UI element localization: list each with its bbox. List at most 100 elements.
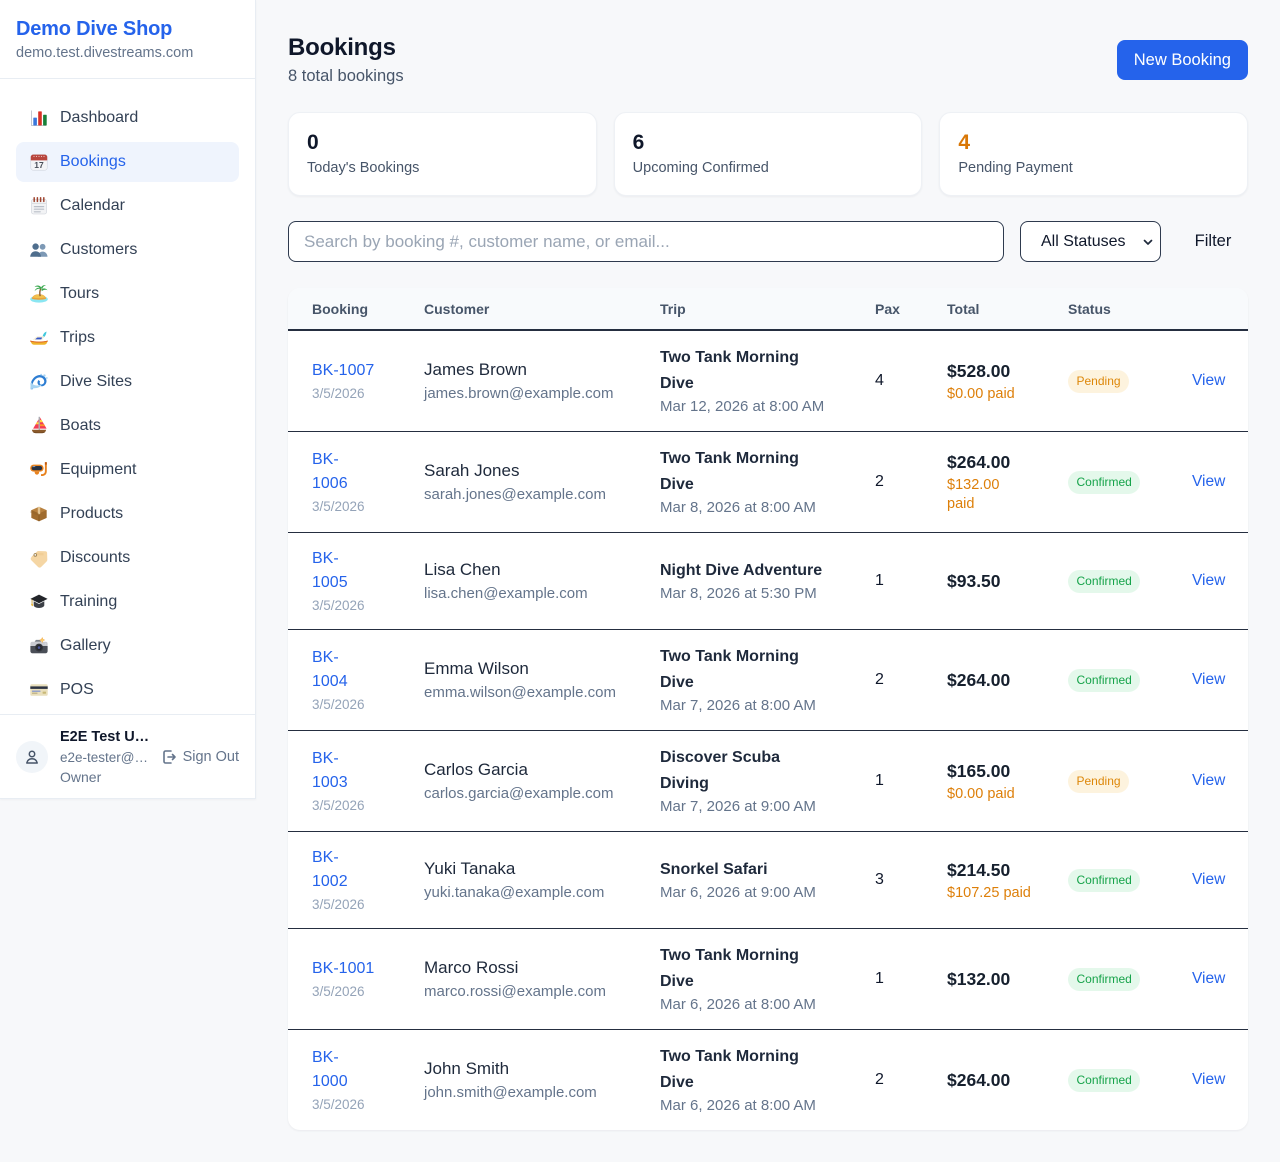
sidebar-item-dive-sites[interactable]: Dive Sites: [16, 362, 239, 402]
sidebar-item-customers[interactable]: Customers: [16, 230, 239, 270]
total-cell: $93.50: [947, 532, 1068, 630]
user-role: Owner: [60, 769, 102, 785]
trip-name: Night Dive Adventure: [660, 561, 823, 579]
island-icon: [29, 284, 49, 304]
stat-card-pending-payment: 4 Pending Payment: [939, 112, 1249, 196]
total-amount: $165.00: [947, 760, 1011, 781]
view-link[interactable]: View: [1192, 572, 1226, 589]
status-cell: Confirmed: [1068, 532, 1192, 630]
sidebar-item-boats[interactable]: Boats: [16, 406, 239, 446]
sidebar-item-equipment[interactable]: Equipment: [16, 450, 239, 490]
sign-out-label: Sign Out: [182, 748, 239, 765]
sidebar-item-pos[interactable]: POS: [16, 670, 239, 710]
graduation-cap-icon: [29, 592, 49, 612]
trip-name: Discover Scuba Diving: [660, 749, 781, 792]
table-body: BK-1007 3/5/2026 James Brown james.brown@ex…: [288, 330, 1248, 1130]
table-row: BK-1003 3/5/2026 Carlos Garcia carlos.garci…: [288, 730, 1248, 832]
sidebar-item-gallery[interactable]: Gallery: [16, 626, 239, 666]
view-link[interactable]: View: [1192, 772, 1226, 789]
booking-id-link[interactable]: BK-1006: [312, 451, 348, 492]
total-amount: $264.00: [947, 1070, 1011, 1090]
customer-name: Yuki Tanaka: [424, 859, 516, 878]
trip-name: Two Tank Morning Dive: [660, 1048, 799, 1091]
brand-block: Demo Dive Shop demo.test.divestreams.com: [0, 0, 255, 79]
actions-cell: View: [1192, 431, 1248, 533]
view-link[interactable]: View: [1192, 473, 1226, 490]
sidebar-item-products[interactable]: Products: [16, 494, 239, 534]
search-input[interactable]: [288, 221, 1004, 262]
sidebar-item-dashboard[interactable]: Dashboard: [16, 98, 239, 138]
actions-cell: View: [1192, 532, 1248, 630]
view-link[interactable]: View: [1192, 372, 1226, 389]
booking-id-link[interactable]: BK-1005: [312, 550, 348, 591]
stat-label: Upcoming Confirmed: [632, 160, 769, 176]
customer-name: Sarah Jones: [424, 461, 520, 480]
page-subtitle: 8 total bookings: [288, 67, 404, 85]
sidebar-item-tours[interactable]: Tours: [16, 274, 239, 314]
sidebar-item-training[interactable]: Training: [16, 582, 239, 622]
total-amount: $132.00: [947, 969, 1011, 989]
sidebar-item-discounts[interactable]: Discounts: [16, 538, 239, 578]
sidebar-item-label: Gallery: [60, 637, 111, 654]
booking-id-link[interactable]: BK-1007: [312, 362, 375, 379]
pax-count: 3: [875, 871, 884, 888]
sidebar-item-bookings[interactable]: 17 Bookings: [16, 142, 239, 182]
status-badge: Confirmed: [1068, 967, 1141, 991]
status-select[interactable]: All Statuses: [1020, 221, 1161, 262]
booking-id-link[interactable]: BK-1000: [312, 1049, 348, 1090]
status-badge: Confirmed: [1068, 470, 1141, 494]
booking-date: 3/5/2026: [312, 798, 365, 813]
booking-id-link[interactable]: BK-1002: [312, 849, 348, 890]
view-link[interactable]: View: [1192, 671, 1226, 688]
sign-out-button[interactable]: Sign Out: [161, 749, 239, 765]
sidebar-item-label: Dashboard: [60, 109, 139, 126]
trip-name: Two Tank Morning Dive: [660, 648, 799, 691]
booking-id-link[interactable]: BK-1001: [312, 960, 375, 977]
view-link[interactable]: View: [1192, 871, 1226, 888]
customer-email: yuki.tanaka@example.com: [424, 884, 605, 901]
view-link[interactable]: View: [1192, 970, 1226, 987]
customer-cell: John Smith john.smith@example.com: [424, 1029, 660, 1130]
actions-cell: View: [1192, 629, 1248, 731]
pax-cell: 1: [875, 532, 947, 630]
page-header: Bookings 8 total bookings New Booking: [288, 33, 1248, 86]
pax-count: 2: [875, 473, 884, 490]
column-header-total: Total: [947, 288, 1068, 331]
booking-id-link[interactable]: BK-1004: [312, 649, 348, 690]
customer-cell: Carlos Garcia carlos.garcia@example.com: [424, 730, 660, 832]
trip-cell: Snorkel Safari Mar 6, 2026 at 9:00 AM: [660, 831, 875, 929]
customer-email: emma.wilson@example.com: [424, 684, 616, 701]
sidebar-item-calendar[interactable]: Calendar: [16, 186, 239, 226]
user-email: e2e-tester@…: [60, 750, 148, 765]
customer-name: James Brown: [424, 360, 527, 379]
booking-id-link[interactable]: BK-1003: [312, 750, 348, 791]
brand-name: Demo Dive Shop: [16, 18, 173, 40]
sidebar-nav: Dashboard 17 Bookings Calendar Customers Tour…: [0, 79, 255, 710]
stat-value: 0: [307, 131, 319, 154]
logout-icon: [162, 749, 176, 764]
stat-card-today-s-bookings: 0 Today's Bookings: [288, 112, 597, 196]
booking-date: 3/5/2026: [312, 499, 365, 514]
status-badge: Pending: [1068, 769, 1130, 793]
total-cell: $528.00 $0.00 paid: [947, 330, 1068, 432]
filter-button[interactable]: Filter: [1178, 222, 1248, 261]
customer-email: marco.rossi@example.com: [424, 983, 606, 1000]
booking-cell: BK-1007 3/5/2026: [288, 330, 424, 432]
booking-cell: BK-1003 3/5/2026: [288, 730, 424, 832]
customer-email: carlos.garcia@example.com: [424, 785, 614, 802]
new-booking-button[interactable]: New Booking: [1116, 40, 1248, 80]
sidebar-item-trips[interactable]: Trips: [16, 318, 239, 358]
sidebar-item-label: Dive Sites: [60, 373, 133, 390]
sidebar-item-label: Boats: [60, 417, 101, 434]
trip-time: Mar 7, 2026 at 9:00 AM: [660, 798, 816, 815]
booking-date: 3/5/2026: [312, 1097, 365, 1112]
trip-time: Mar 8, 2026 at 5:30 PM: [660, 585, 817, 603]
trip-time: Mar 7, 2026 at 8:00 AM: [660, 697, 816, 714]
customer-cell: Yuki Tanaka yuki.tanaka@example.com: [424, 831, 660, 929]
status-badge: Confirmed: [1068, 569, 1141, 593]
sidebar-item-label: Customers: [60, 241, 138, 258]
status-cell: Confirmed: [1068, 431, 1192, 533]
customer-name: John Smith: [424, 1059, 510, 1078]
view-link[interactable]: View: [1192, 1071, 1226, 1088]
sidebar-item-label: Bookings: [60, 153, 126, 170]
